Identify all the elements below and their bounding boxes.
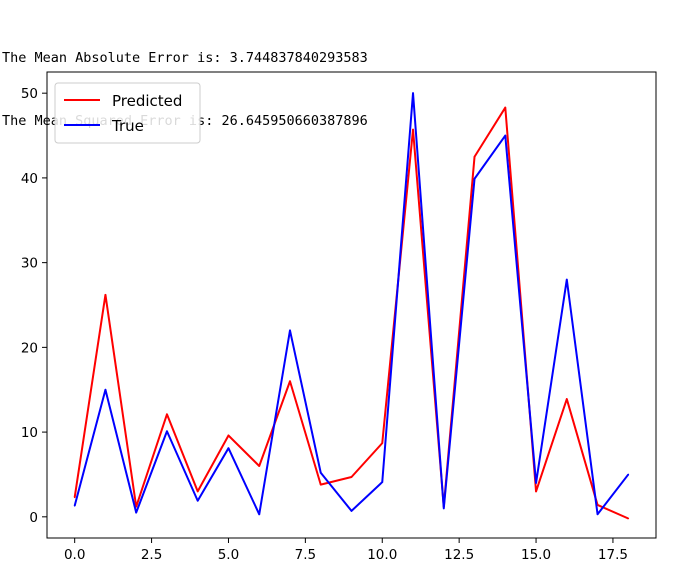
- legend-label-predicted: Predicted: [112, 92, 182, 110]
- data-point-true: [135, 511, 137, 514]
- y-tick-label: 20: [21, 340, 38, 356]
- data-point-true: [350, 510, 353, 512]
- y-tick-label: 0: [29, 510, 38, 526]
- data-point-true: [258, 513, 261, 516]
- data-point-true: [104, 388, 107, 391]
- y-tick-label: 10: [21, 425, 38, 441]
- data-point-true: [73, 505, 76, 507]
- data-point-true: [196, 499, 199, 502]
- data-point-predicted: [504, 106, 507, 109]
- data-point-predicted: [73, 496, 76, 499]
- y-tick-label: 40: [21, 171, 38, 187]
- x-tick-label: 17.5: [598, 547, 628, 563]
- data-point-true: [627, 473, 630, 476]
- y-axis: 0 10 20 30 40 50: [21, 86, 47, 526]
- data-point-true: [442, 507, 445, 510]
- x-tick-label: 15.0: [521, 547, 551, 563]
- x-tick-label: 12.5: [444, 547, 474, 563]
- data-point-predicted: [381, 442, 384, 444]
- data-point-predicted: [412, 128, 414, 131]
- legend: Predicted True: [54, 82, 201, 144]
- series-line-true: [73, 92, 630, 516]
- data-point-predicted: [350, 476, 353, 478]
- data-point-predicted: [319, 483, 322, 486]
- y-tick-label: 50: [21, 86, 38, 102]
- legend-box: [54, 82, 201, 144]
- data-point-true: [504, 134, 507, 137]
- data-point-predicted: [566, 398, 568, 400]
- data-point-true: [289, 329, 291, 332]
- plot-frame: [46, 71, 657, 539]
- x-tick-label: 7.5: [295, 547, 316, 563]
- data-point-true: [535, 482, 537, 484]
- series-layer: [73, 92, 630, 520]
- x-tick-label: 0.0: [64, 547, 85, 563]
- data-point-true: [319, 471, 322, 474]
- data-point-predicted: [196, 490, 199, 493]
- data-point-predicted: [227, 434, 230, 437]
- data-point-predicted: [258, 465, 261, 467]
- data-point-predicted: [104, 294, 107, 296]
- data-point-true: [596, 513, 599, 516]
- data-point-true: [381, 481, 384, 483]
- data-point-true: [227, 447, 230, 449]
- x-tick-label: 10.0: [367, 547, 397, 563]
- data-point-true: [166, 430, 168, 433]
- data-point-predicted: [473, 155, 476, 158]
- x-tick-label: 2.5: [141, 547, 162, 563]
- data-point-predicted: [627, 517, 630, 520]
- y-tick-label: 30: [21, 256, 38, 272]
- legend-label-true: True: [111, 117, 144, 135]
- data-point-true: [566, 278, 568, 281]
- data-point-true: [412, 92, 414, 94]
- data-point-predicted: [535, 490, 537, 493]
- data-point-predicted: [166, 413, 168, 416]
- mae-output-line: The Mean Absolute Error is: 3.7448378402…: [2, 50, 368, 66]
- x-axis: 0.0 2.5 5.0 7.5 10.0 12.5 15.0 17.5: [64, 538, 628, 563]
- x-tick-label: 5.0: [218, 547, 239, 563]
- data-point-true: [473, 177, 476, 180]
- data-point-predicted: [289, 380, 291, 383]
